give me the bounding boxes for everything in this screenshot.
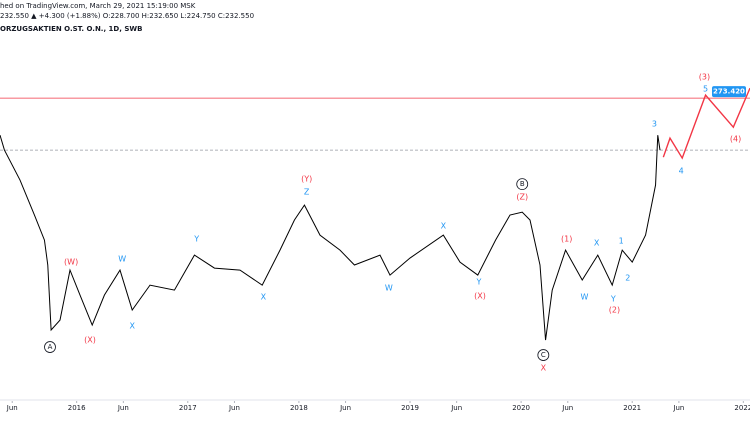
wave-label: 2 [625, 273, 630, 282]
wave-label: B [520, 180, 525, 188]
x-tick-label: Jun [6, 404, 18, 412]
wave-label: (4) [730, 135, 741, 144]
wave-label: (1) [561, 235, 572, 244]
level-label-box [712, 86, 746, 98]
wave-label: Y [475, 278, 481, 287]
wave-circle [516, 178, 529, 191]
wave-label: (X) [474, 292, 486, 301]
chart-title: ORZUGSAKTIEN O.ST. O.N., 1D, SWB [0, 25, 142, 33]
wave-circle [537, 349, 550, 361]
wave-label: W [118, 255, 126, 264]
wave-label: X [541, 364, 547, 373]
wave-label: W [580, 293, 588, 302]
wave-label: X [261, 293, 267, 302]
wave-label: W [385, 284, 393, 293]
wave-label: (Y) [301, 175, 312, 184]
wave-label: 1 [619, 237, 624, 246]
wave-label: X [594, 239, 600, 248]
price-series [0, 135, 661, 341]
level-label: 273.420 [713, 88, 745, 96]
wave-label: Y [193, 235, 199, 244]
x-tick-label: 2016 [68, 404, 86, 412]
published-note: hed on TradingView.com, March 29, 2021 1… [0, 2, 196, 10]
wave-label: 5 [703, 85, 708, 94]
x-tick-label: Jun [561, 404, 573, 412]
x-tick-label: 2021 [623, 404, 641, 412]
wave-label: (W) [64, 258, 78, 267]
x-tick-label: 2017 [179, 404, 197, 412]
wave-label: 4 [679, 167, 684, 176]
wave-label: (Z) [516, 193, 528, 202]
x-tick-label: 2020 [512, 404, 530, 412]
wave-label: A [48, 343, 53, 351]
price-series [662, 87, 750, 160]
wave-label: (X) [84, 336, 96, 345]
wave-circle [44, 341, 56, 353]
x-tick-label: Jun [339, 404, 351, 412]
x-tick-label: Jun [117, 404, 129, 412]
wave-label: (2) [609, 306, 620, 315]
wave-label: Y [610, 295, 616, 304]
wave-label: 3 [652, 120, 657, 129]
wave-label: X [129, 322, 135, 331]
quote-line: 232.550 ▲ +4.300 (+1.88%) O:228.700 H:23… [0, 12, 254, 20]
x-tick-label: 2018 [290, 404, 308, 412]
wave-label: (3) [699, 73, 710, 82]
x-tick-label: 2019 [401, 404, 419, 412]
wave-label: C [541, 351, 546, 359]
x-tick-label: Jun [672, 404, 684, 412]
wave-label: X [441, 222, 447, 231]
wave-label: Z [304, 188, 310, 197]
x-tick-label: Jun [450, 404, 462, 412]
x-tick-label: Jun [228, 404, 240, 412]
